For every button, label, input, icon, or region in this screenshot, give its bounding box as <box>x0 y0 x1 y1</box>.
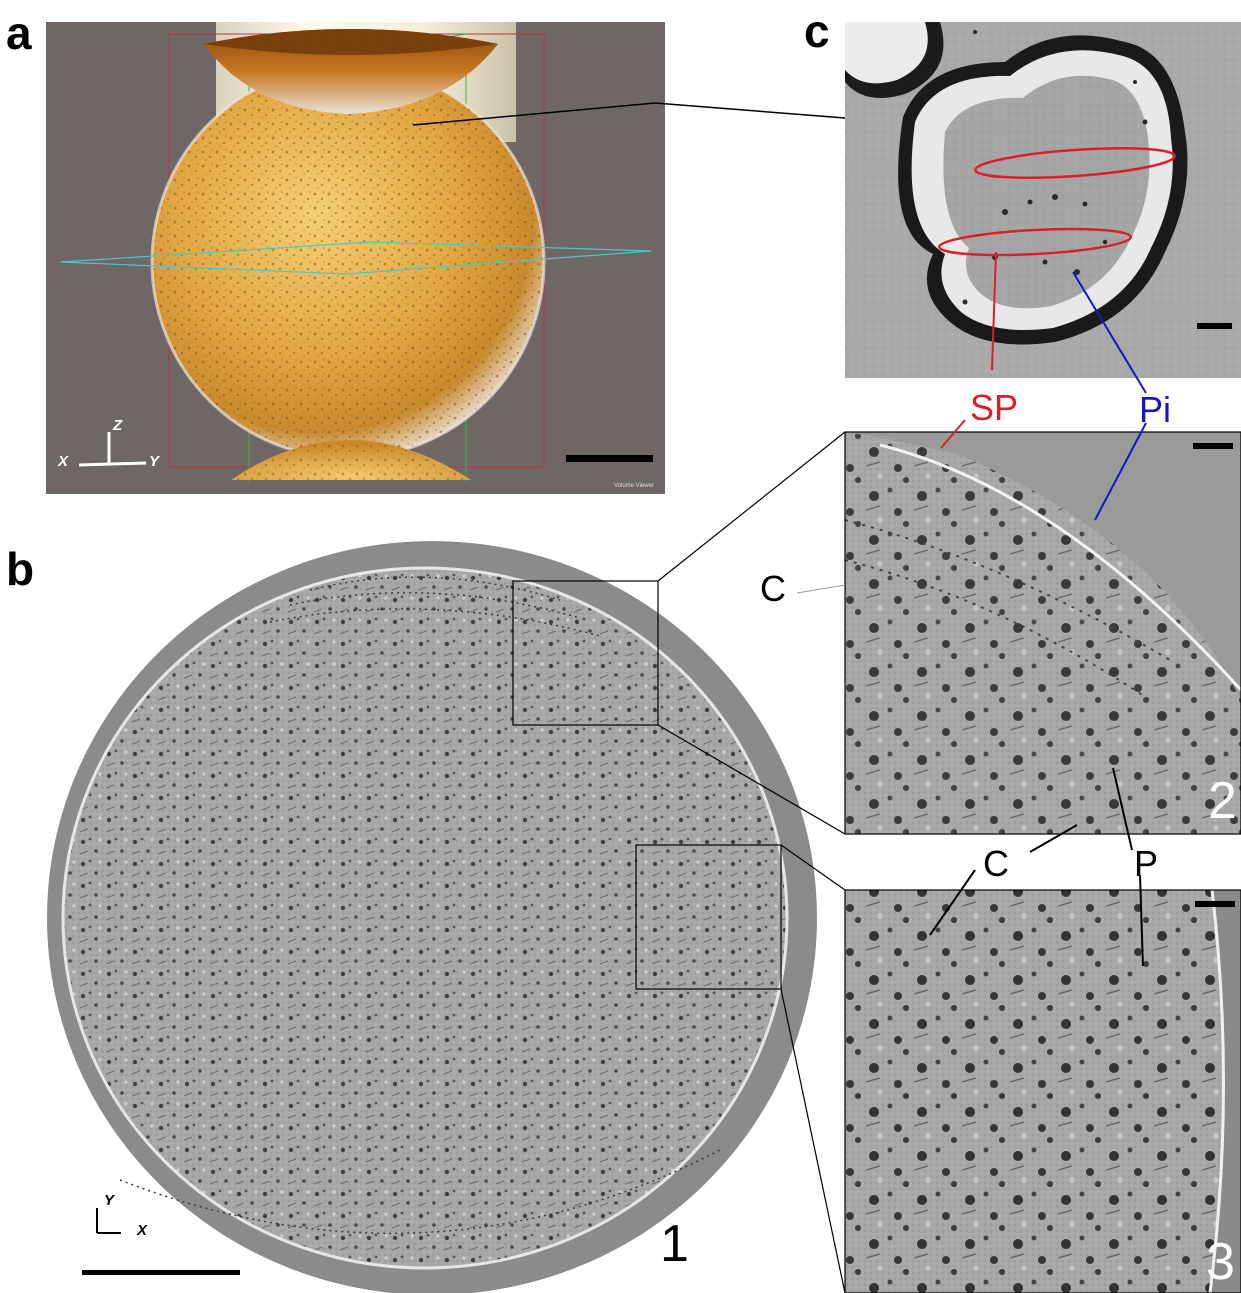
panel-a-axis-x: X <box>58 453 69 470</box>
panel-c-svg <box>845 22 1241 378</box>
panel-a-watermark: Volume Viewer <box>614 483 654 489</box>
inset-2-number: 2 <box>1208 772 1237 830</box>
label-p: P <box>1134 843 1159 884</box>
label-pi: Pi <box>1139 389 1172 430</box>
label-sp: SP <box>970 387 1019 428</box>
label-c-lower: C <box>983 843 1009 884</box>
panel-b-axis-y: Y <box>104 1192 115 1209</box>
panel-a-3d-rendering: Z X Y Volume Viewer <box>46 22 665 494</box>
panel-a-axis-y: Y <box>149 453 160 470</box>
label-c-upper: C <box>760 568 786 609</box>
panel-a-axis-z: Z <box>113 417 123 434</box>
panel-a-letter: a <box>6 7 32 59</box>
inset-3-number: 3 <box>1206 1233 1235 1291</box>
panel-c-letter: c <box>804 5 830 57</box>
panel-b-number-1: 1 <box>660 1215 689 1273</box>
panel-b-box-3 <box>635 844 782 990</box>
panel-b-disk-rim <box>47 541 817 1293</box>
panel-c-micrograph <box>845 22 1241 378</box>
panel-b-letter: b <box>6 543 35 595</box>
panel-b-axis-x: X <box>137 1222 148 1239</box>
panel-a-svg <box>60 22 653 482</box>
panel-b-box-2 <box>512 580 659 726</box>
